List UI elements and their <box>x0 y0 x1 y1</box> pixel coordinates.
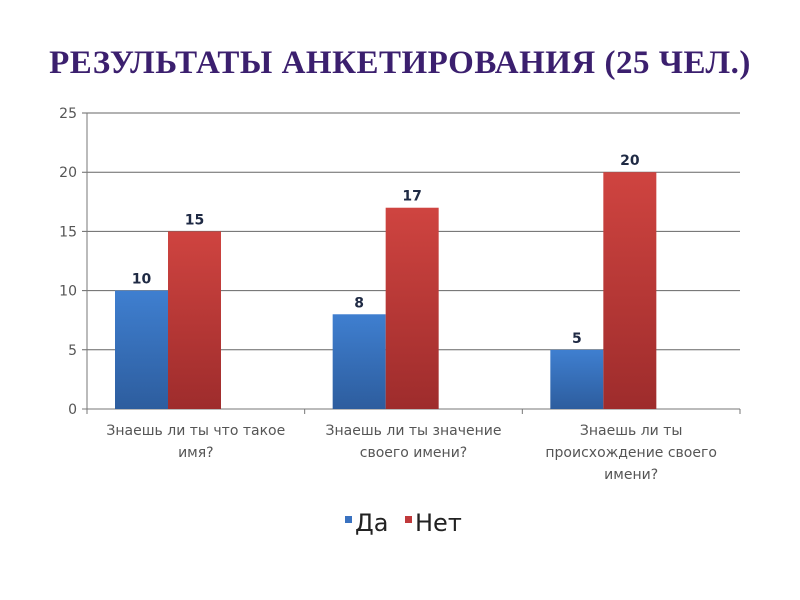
bar-no <box>168 231 221 409</box>
legend-swatch-no <box>405 516 412 523</box>
data-label: 10 <box>132 272 152 288</box>
legend-label-no: Нет <box>415 509 462 537</box>
legend-label-yes: Да <box>355 509 388 537</box>
y-tick-label: 15 <box>59 224 77 240</box>
data-label: 17 <box>402 189 421 205</box>
chart-title: РЕЗУЛЬТАТЫ АНКЕТИРОВАНИЯ (25 ЧЕЛ.) <box>49 45 751 81</box>
bar-no <box>385 207 439 409</box>
y-tick-label: 10 <box>59 284 77 300</box>
x-category-label: Знаешь ли ты значение <box>326 423 502 439</box>
x-category-label: имя? <box>178 445 214 461</box>
data-label: 8 <box>354 295 364 311</box>
bar-no <box>603 172 657 409</box>
bar-yes <box>550 349 604 409</box>
x-category-label: Знаешь ли ты <box>580 423 683 439</box>
x-category-label: Знаешь ли ты что такое <box>106 423 285 439</box>
x-category-label: происхождение своего <box>545 445 717 461</box>
bar-yes <box>332 314 386 409</box>
y-tick-label: 20 <box>59 165 77 181</box>
data-label: 15 <box>185 212 204 228</box>
data-label: 5 <box>572 331 582 347</box>
x-category-label: своего имени? <box>360 445 467 461</box>
x-category-label: имени? <box>604 467 658 483</box>
y-tick-label: 25 <box>59 106 77 122</box>
legend-swatch-yes <box>345 516 352 523</box>
y-tick-label: 0 <box>68 402 77 418</box>
bar-yes <box>115 290 168 409</box>
data-label: 20 <box>620 153 640 169</box>
y-tick-label: 5 <box>68 343 77 359</box>
